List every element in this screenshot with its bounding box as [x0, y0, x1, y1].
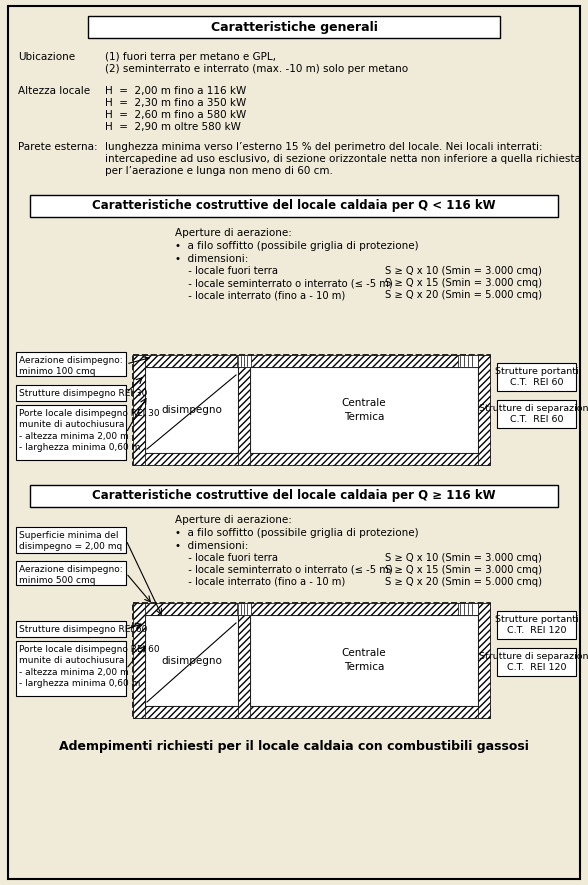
- Bar: [16, 385, 126, 401]
- Bar: [133, 706, 490, 718]
- Text: H  =  2,30 m fino a 350 kW: H = 2,30 m fino a 350 kW: [105, 98, 246, 108]
- Bar: [88, 16, 500, 38]
- Bar: [497, 611, 576, 639]
- Text: Strutture di separazione
C.T.  REI 60: Strutture di separazione C.T. REI 60: [479, 404, 588, 425]
- Bar: [237, 603, 251, 615]
- Text: Strutture disimpegno REI 60: Strutture disimpegno REI 60: [19, 625, 148, 634]
- Text: Strutture di separazione
C.T.  REI 120: Strutture di separazione C.T. REI 120: [479, 651, 588, 673]
- Bar: [16, 561, 126, 585]
- Bar: [145, 367, 238, 453]
- Text: Adempimenti richiesti per il locale caldaia con combustibili gassosi: Adempimenti richiesti per il locale cald…: [59, 740, 529, 753]
- Bar: [133, 355, 490, 465]
- Text: Ubicazione: Ubicazione: [18, 52, 75, 62]
- Text: •  dimensioni:: • dimensioni:: [175, 541, 248, 551]
- Text: Porte locale disimpegno REI 60
munite di autochiusura
- altezza minima 2,00 m
- : Porte locale disimpegno REI 60 munite di…: [19, 645, 159, 689]
- Text: Strutture portanti
C.T.  REI 120: Strutture portanti C.T. REI 120: [495, 614, 579, 635]
- Bar: [238, 367, 250, 465]
- Bar: [458, 355, 478, 367]
- Text: - locale seminterrato o interrato (≤ -5 m): - locale seminterrato o interrato (≤ -5 …: [182, 278, 393, 288]
- Bar: [133, 603, 490, 718]
- Bar: [497, 363, 576, 391]
- Text: lunghezza minima verso l’esterno 15 % del perimetro del locale. Nei locali inter: lunghezza minima verso l’esterno 15 % de…: [105, 142, 543, 152]
- Bar: [250, 615, 478, 706]
- Bar: [478, 603, 490, 718]
- Text: Superficie minima del
disimpegno = 2,00 mq: Superficie minima del disimpegno = 2,00 …: [19, 531, 122, 551]
- Text: Caratteristiche generali: Caratteristiche generali: [211, 20, 377, 34]
- Text: H  =  2,00 m fino a 116 kW: H = 2,00 m fino a 116 kW: [105, 86, 246, 96]
- Text: - locale interrato (fino a - 10 m): - locale interrato (fino a - 10 m): [182, 290, 345, 300]
- Text: per l’aerazione e lunga non meno di 60 cm.: per l’aerazione e lunga non meno di 60 c…: [105, 166, 333, 176]
- Text: (2) seminterrato e interrato (max. -10 m) solo per metano: (2) seminterrato e interrato (max. -10 m…: [105, 64, 408, 74]
- Text: S ≥ Q x 20 (Smin = 5.000 cmq): S ≥ Q x 20 (Smin = 5.000 cmq): [385, 577, 542, 587]
- Text: disimpegno: disimpegno: [161, 405, 222, 415]
- Text: Porte locale disimpegno REI 30
munite di autochiusura
- altezza minima 2,00 m
- : Porte locale disimpegno REI 30 munite di…: [19, 409, 159, 452]
- Text: S ≥ Q x 15 (Smin = 3.000 cmq): S ≥ Q x 15 (Smin = 3.000 cmq): [385, 278, 542, 288]
- Text: S ≥ Q x 10 (Smin = 3.000 cmq): S ≥ Q x 10 (Smin = 3.000 cmq): [385, 553, 542, 563]
- Bar: [133, 603, 145, 718]
- Text: - locale fuori terra: - locale fuori terra: [182, 553, 278, 563]
- Text: S ≥ Q x 10 (Smin = 3.000 cmq): S ≥ Q x 10 (Smin = 3.000 cmq): [385, 266, 542, 276]
- Text: Strutture disimpegno REI 30: Strutture disimpegno REI 30: [19, 389, 148, 398]
- Text: S ≥ Q x 15 (Smin = 3.000 cmq): S ≥ Q x 15 (Smin = 3.000 cmq): [385, 565, 542, 575]
- Text: Aerazione disimpegno:
minimo 100 cmq: Aerazione disimpegno: minimo 100 cmq: [19, 356, 123, 376]
- Text: Aerazione disimpegno:
minimo 500 cmq: Aerazione disimpegno: minimo 500 cmq: [19, 565, 123, 586]
- Text: - locale seminterrato o interrato (≤ -5 m): - locale seminterrato o interrato (≤ -5 …: [182, 565, 393, 575]
- Text: (1) fuori terra per metano e GPL,: (1) fuori terra per metano e GPL,: [105, 52, 276, 62]
- Bar: [16, 527, 126, 553]
- Bar: [145, 615, 238, 706]
- Text: Aperture di aerazione:: Aperture di aerazione:: [175, 228, 292, 238]
- Text: H  =  2,90 m oltre 580 kW: H = 2,90 m oltre 580 kW: [105, 122, 241, 132]
- Text: •  a filo soffitto (possibile griglia di protezione): • a filo soffitto (possibile griglia di …: [175, 528, 419, 538]
- Bar: [16, 621, 126, 637]
- Bar: [250, 367, 478, 453]
- Text: Centrale
Termica: Centrale Termica: [342, 649, 386, 673]
- Bar: [16, 641, 126, 696]
- Text: Caratteristiche costruttive del locale caldaia per Q ≥ 116 kW: Caratteristiche costruttive del locale c…: [92, 489, 496, 503]
- Text: intercapedine ad uso esclusivo, di sezione orizzontale netta non inferiore a que: intercapedine ad uso esclusivo, di sezio…: [105, 154, 581, 164]
- Bar: [30, 485, 558, 507]
- Bar: [497, 648, 576, 676]
- Bar: [133, 453, 490, 465]
- Bar: [133, 355, 145, 465]
- Text: •  a filo soffitto (possibile griglia di protezione): • a filo soffitto (possibile griglia di …: [175, 241, 419, 251]
- Text: S ≥ Q x 20 (Smin = 5.000 cmq): S ≥ Q x 20 (Smin = 5.000 cmq): [385, 290, 542, 300]
- Text: Aperture di aerazione:: Aperture di aerazione:: [175, 515, 292, 525]
- Text: Centrale
Termica: Centrale Termica: [342, 398, 386, 422]
- Bar: [30, 195, 558, 217]
- Bar: [133, 355, 490, 367]
- Bar: [497, 400, 576, 428]
- Bar: [458, 603, 478, 615]
- Text: Parete esterna:: Parete esterna:: [18, 142, 98, 152]
- Text: Caratteristiche costruttive del locale caldaia per Q < 116 kW: Caratteristiche costruttive del locale c…: [92, 199, 496, 212]
- Text: Altezza locale: Altezza locale: [18, 86, 90, 96]
- Bar: [16, 352, 126, 376]
- Bar: [478, 355, 490, 465]
- Bar: [133, 603, 490, 615]
- Text: disimpegno: disimpegno: [161, 656, 222, 666]
- Text: H  =  2,60 m fino a 580 kW: H = 2,60 m fino a 580 kW: [105, 110, 246, 120]
- Bar: [16, 405, 126, 460]
- Text: - locale fuori terra: - locale fuori terra: [182, 266, 278, 276]
- Bar: [238, 615, 250, 718]
- Text: •  dimensioni:: • dimensioni:: [175, 254, 248, 264]
- Text: - locale interrato (fino a - 10 m): - locale interrato (fino a - 10 m): [182, 577, 345, 587]
- Bar: [237, 355, 251, 367]
- Text: Strutture portanti
C.T.  REI 60: Strutture portanti C.T. REI 60: [495, 366, 579, 388]
